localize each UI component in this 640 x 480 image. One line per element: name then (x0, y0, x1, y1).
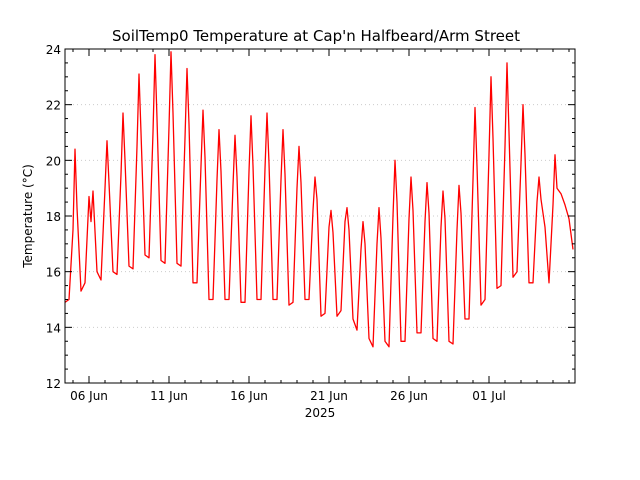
y-tick-label: 18 (46, 210, 61, 224)
x-axis-label: 2025 (305, 406, 336, 420)
chart-title: SoilTemp0 Temperature at Cap'n Halfbeard… (112, 27, 520, 45)
series-layer (64, 51, 574, 348)
y-tick-label: 22 (46, 99, 61, 113)
x-tick-label: 16 Jun (230, 389, 268, 403)
x-tick-label: 26 Jun (390, 389, 428, 403)
x-tick-label: 11 Jun (150, 389, 188, 403)
y-tick-label: 14 (46, 321, 61, 335)
y-axis-label: Temperature (°C) (21, 164, 35, 269)
temperature-series-line (64, 51, 574, 348)
y-tick-label: 12 (46, 377, 61, 391)
y-axis: 12 14 16 18 20 22 24 (46, 43, 575, 391)
y-tick-label: 24 (46, 43, 61, 57)
x-tick-label: 21 Jun (310, 389, 348, 403)
x-tick-label: 06 Jun (70, 389, 108, 403)
x-axis: 06 Jun 11 Jun 16 Jun 21 Jun 26 Jun 01 Jul (70, 49, 570, 403)
x-tick-label: 01 Jul (472, 389, 506, 403)
y-tick-label: 20 (46, 154, 61, 168)
y-tick-label: 16 (46, 266, 61, 280)
